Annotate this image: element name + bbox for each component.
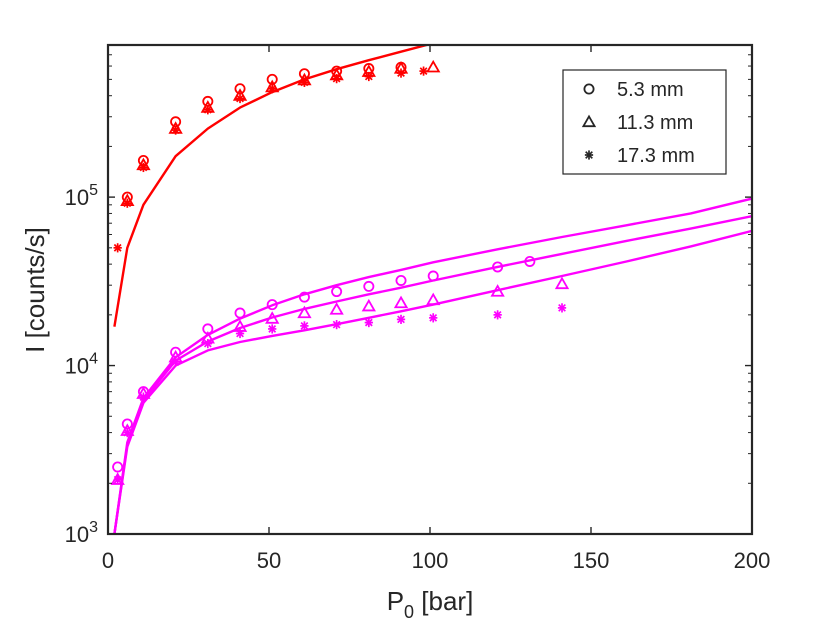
data-point (203, 105, 212, 115)
data-point (427, 270, 439, 282)
data-point (493, 310, 502, 320)
data-point (300, 321, 309, 331)
ticks-layer: 0 50 100 150 200 103 104 105 (65, 44, 771, 573)
x-tick-label: 100 (412, 548, 449, 573)
data-point (123, 427, 132, 438)
data-point (171, 357, 180, 367)
legend-circle-icon (583, 83, 595, 95)
data-point (268, 324, 277, 334)
data-point (393, 295, 409, 309)
data-point (329, 302, 344, 315)
data-point (112, 461, 124, 473)
legend-label-5-3-mm: 5.3 mm (617, 79, 684, 101)
data-point (364, 317, 373, 328)
data-point (331, 286, 343, 298)
data-point (139, 392, 148, 402)
data-point (300, 77, 309, 87)
data-point (113, 243, 122, 253)
fit-line-3 (113, 215, 752, 534)
x-axis-label: P0 [bar] (387, 586, 474, 622)
data-point (235, 93, 245, 104)
data-point (266, 73, 278, 85)
data-point (139, 162, 148, 173)
data-point (123, 198, 132, 208)
legend-icons (581, 83, 597, 160)
x-tick-label: 150 (573, 548, 610, 573)
data-point (395, 274, 407, 286)
data-point (396, 68, 406, 78)
x-tick-label: 50 (257, 548, 281, 573)
data-point (265, 311, 280, 324)
y-tick-label: 104 (65, 351, 98, 379)
data-point (364, 71, 373, 82)
data-point (419, 66, 428, 76)
data-point (113, 475, 122, 485)
data-point (332, 74, 341, 84)
data-point (363, 280, 375, 292)
legend-label-11-3-mm: 11.3 mm (617, 112, 693, 134)
data-point (429, 313, 438, 323)
x-tick-label: 0 (102, 548, 114, 573)
legend: 5.3 mm 11.3 mm 17.3 mm (562, 69, 727, 175)
markers-layer (110, 59, 570, 485)
plot-content (110, 45, 752, 534)
fit-line-1 (113, 45, 432, 327)
data-point (298, 291, 310, 303)
data-point (490, 284, 505, 297)
data-point (234, 307, 246, 319)
x-tick-label: 200 (734, 548, 771, 573)
data-point (234, 83, 246, 95)
data-point (361, 298, 376, 312)
fit-line-2 (113, 197, 752, 534)
series-6 (113, 303, 567, 485)
y-tick-label: 105 (65, 182, 98, 210)
data-point (554, 276, 570, 290)
data-point (171, 125, 180, 135)
data-point (426, 59, 441, 73)
data-point (203, 339, 212, 349)
series-4 (112, 255, 536, 473)
y-axis-label: I [counts/s] (20, 227, 50, 353)
data-point (426, 292, 441, 306)
data-point (396, 314, 406, 324)
data-point (332, 320, 341, 330)
data-point (492, 261, 504, 273)
data-point (524, 255, 536, 267)
data-point (235, 328, 245, 339)
legend-label-17-3-mm: 17.3 mm (617, 145, 695, 167)
y-tick-label: 103 (65, 519, 98, 547)
series-3 (113, 66, 428, 253)
legend-triangle-icon (581, 114, 597, 128)
data-point (297, 305, 312, 319)
data-point (557, 303, 567, 313)
legend-asterisk-icon (584, 150, 594, 160)
data-point (268, 84, 277, 94)
data-point (266, 299, 278, 311)
data-point (170, 346, 182, 358)
